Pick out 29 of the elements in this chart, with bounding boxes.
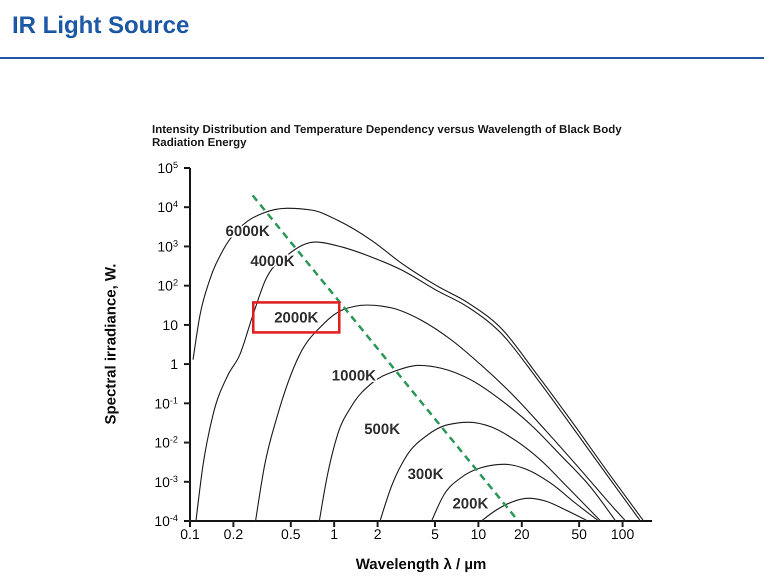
x-tick-label: 0.1 (180, 526, 200, 542)
series-label: 200K (452, 495, 488, 512)
chart-subtitle: Intensity Distribution and Temperature Dependency versus Wavelength of Black Body Radiation Energy (152, 124, 622, 150)
y-tick-label: 10$^{5}$ (157, 160, 178, 176)
y-tick-label: 10$^{3}$ (157, 238, 178, 254)
chart-title: IR Light Source (12, 12, 190, 40)
x-tick-label: 100 (610, 526, 634, 542)
y-tick-label: 10$^{4}$ (157, 199, 178, 216)
x-tick-label: 10 (470, 526, 486, 542)
x-tick-label: 0.2 (224, 526, 244, 542)
y-tick-label: 10 (162, 316, 178, 333)
y-tick-label: 10$^{2}$ (157, 278, 178, 294)
series-label: 1000K (332, 367, 376, 384)
series-label: 2000K (274, 309, 319, 326)
y-tick-label: 10$^{-4}$ (154, 513, 178, 529)
x-tick-label: 0.5 (281, 526, 301, 542)
y-tick-label: 1 (170, 356, 178, 372)
x-tick-label: 50 (571, 526, 588, 542)
x-tick-label: 1 (330, 526, 338, 542)
x-axis-title: Wavelength λ / µm (356, 556, 486, 573)
x-tick-label: 5 (431, 526, 440, 542)
y-tick-label: 10$^{-1}$ (154, 395, 178, 412)
series-label: 300K (408, 466, 444, 483)
x-tick-label: 20 (514, 526, 530, 542)
y-tick-label: 10$^{-3}$ (154, 474, 178, 490)
y-axis-title: Spectral irradiance, W. (102, 264, 120, 424)
series-label: 500K (364, 421, 400, 438)
x-tick-label: 2 (374, 526, 382, 542)
y-tick-label: 10$^{-2}$ (154, 434, 178, 451)
